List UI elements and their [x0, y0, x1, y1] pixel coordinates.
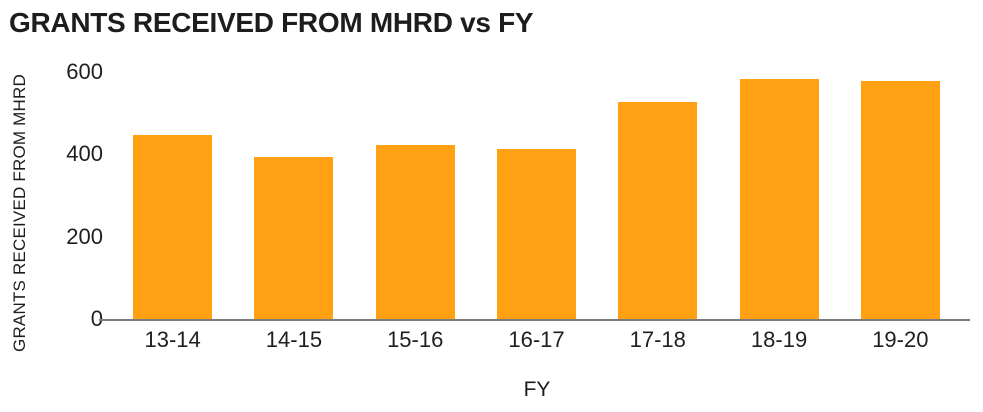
x-tick-label: 15-16	[387, 327, 444, 352]
x-tick-label: 14-15	[265, 327, 323, 352]
y-tick-label: 400	[66, 141, 103, 167]
bar-band	[718, 72, 839, 320]
x-tick-label: 13-14	[144, 327, 201, 352]
bar-band	[476, 72, 597, 320]
bar-band	[355, 72, 476, 320]
x-tick-label: 17-18	[629, 327, 686, 352]
bar-18-19	[739, 79, 819, 320]
chart-title: GRANTS RECEIVED FROM MHRD vs FY	[9, 7, 534, 38]
x-tick-label: 18-19	[750, 327, 808, 352]
y-tick-label: 200	[66, 223, 103, 249]
plot-area	[112, 72, 961, 320]
bar-13-14	[133, 134, 213, 320]
bar-band	[233, 72, 354, 320]
bar-19-20	[860, 81, 940, 320]
x-axis-tick-labels: 13-14 14-15 15-16 16-17 17-18 18-19 19-20	[112, 327, 961, 353]
y-tick-label: 0	[90, 306, 103, 331]
bar-17-18	[618, 101, 698, 320]
x-axis-line	[99, 319, 970, 321]
bar-band	[112, 72, 233, 320]
y-tick-label: 600	[66, 59, 103, 84]
x-axis-title: FY	[523, 378, 551, 401]
y-axis-title: GRANTS RECEIVED FROM MHRD	[10, 74, 29, 352]
bar-band	[597, 72, 718, 320]
x-tick-label: 16-17	[508, 327, 565, 352]
bar-15-16	[375, 145, 455, 320]
bar-14-15	[254, 157, 334, 320]
x-tick-label: 19-20	[872, 327, 929, 352]
bar-band	[840, 72, 961, 320]
bar-16-17	[496, 149, 576, 320]
